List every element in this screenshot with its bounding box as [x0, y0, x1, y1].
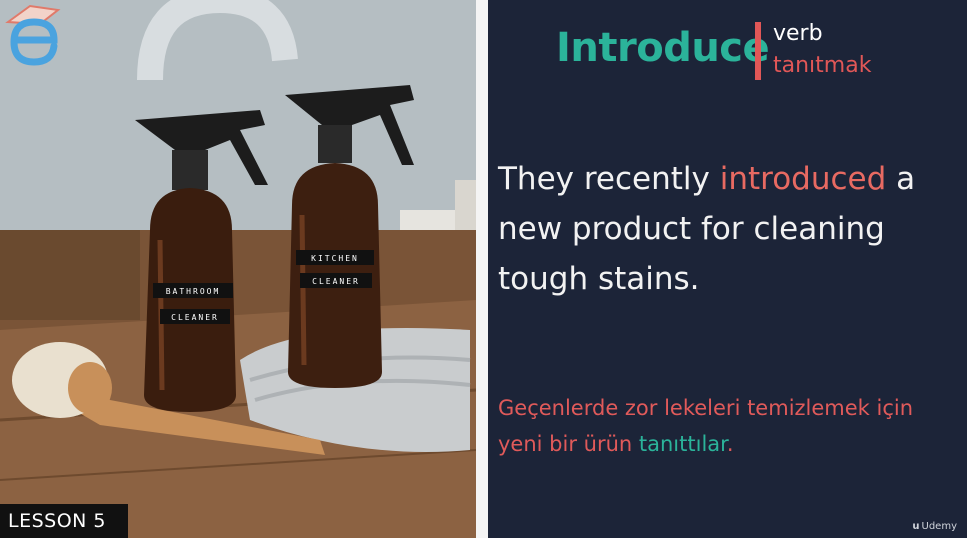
cleaning-bottles-illustration: BATHROOM CLEANER KITCHEN CLEANER — [0, 0, 476, 538]
e-letter-logo-icon — [5, 4, 61, 66]
example-tr-after: . — [726, 432, 734, 456]
bottle-left-label-2: CLEANER — [171, 313, 219, 322]
example-tr-highlight: tanıttılar — [638, 432, 727, 456]
panel-divider — [476, 0, 488, 538]
lesson-badge: LESSON 5 — [0, 504, 128, 538]
bottle-right-label-1: KITCHEN — [311, 254, 359, 263]
example-en-after: a new product for cleaning tough stains. — [498, 161, 916, 297]
vocabulary-panel: Introduce verb tanıtmak They recently in… — [488, 0, 967, 538]
bottle-right-label-2: CLEANER — [312, 277, 360, 286]
example-sentence-english: They recently introduced a new product f… — [498, 154, 958, 304]
example-en-before: They recently — [498, 161, 720, 197]
product-photo: BATHROOM CLEANER KITCHEN CLEANER LESSON … — [0, 0, 476, 538]
accent-bar — [755, 22, 761, 80]
example-en-highlight: introduced — [719, 161, 887, 197]
example-tr-before: Geçenlerde zor lekeleri temizlemek için … — [498, 396, 914, 456]
part-of-speech: verb — [773, 21, 823, 46]
udemy-u-icon: u — [912, 521, 920, 532]
udemy-watermark: u Udemy — [912, 521, 959, 532]
example-sentence-turkish: Geçenlerde zor lekeleri temizlemek için … — [498, 390, 958, 462]
udemy-label: Udemy — [921, 521, 957, 532]
vocab-word: Introduce — [556, 25, 770, 71]
bottle-left-label-1: BATHROOM — [166, 287, 221, 296]
word-translation: tanıtmak — [773, 53, 872, 78]
